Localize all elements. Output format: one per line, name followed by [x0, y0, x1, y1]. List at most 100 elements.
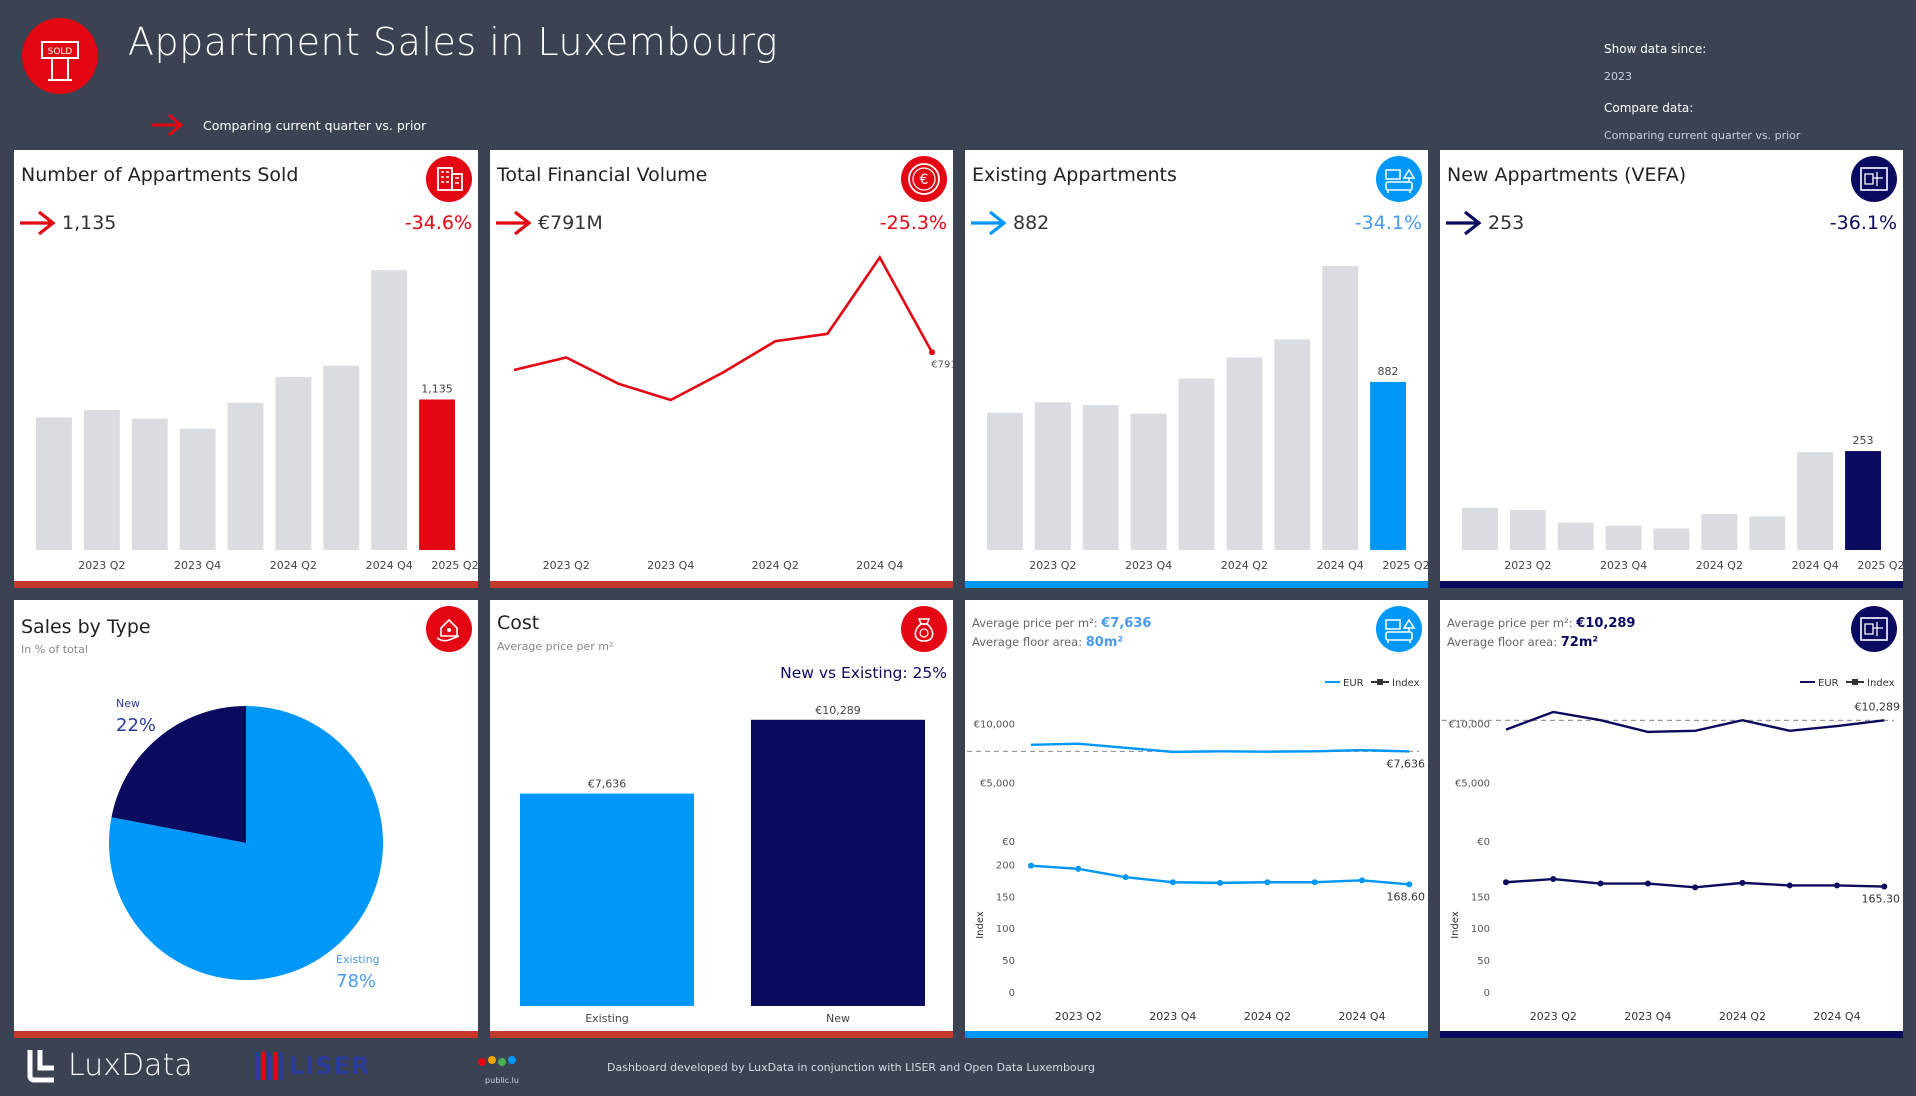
x-tick-label: 2024 Q2 — [1696, 559, 1743, 572]
new-price-line-chart: EUR Index €10,000 €5,000 €0 €10,289 150 100 50 0 I… — [1442, 678, 1900, 1023]
liser-logo[interactable]: LISER — [255, 1052, 370, 1080]
index-point — [1406, 881, 1413, 888]
kpi-card-sold: Number of Appartments Sold 1,135 -34.6% … — [14, 150, 478, 588]
kpi-value: 253 — [1488, 212, 1525, 234]
index-axis-tick: 150 — [996, 892, 1015, 903]
index-axis-tick: 50 — [1002, 956, 1015, 967]
bar-2023-q1 — [986, 412, 1023, 550]
luxdata-logo[interactable]: LuxData — [26, 1046, 193, 1084]
sold-sign-text: SOLD — [48, 47, 73, 57]
kpi-value: €791M — [538, 212, 603, 234]
kpi-value: 882 — [1013, 212, 1050, 234]
new-bar-chart: 253 2023 Q2 2023 Q4 2024 Q2 2024 Q4 2025 Q2 — [1461, 434, 1903, 572]
trend-arrow-icon — [496, 210, 532, 236]
bar-2024-q4 — [371, 270, 408, 550]
eur-axis-tick: €5,000 — [980, 778, 1015, 789]
legend-eur-label: EUR — [1343, 678, 1364, 689]
x-tick-label: 2023 Q4 — [647, 559, 694, 572]
eur-axis-tick: €10,000 — [1449, 720, 1490, 731]
legend-index-marker — [1377, 679, 1383, 685]
bar-value-label: 253 — [1853, 434, 1874, 447]
cost-category-label: New — [826, 1012, 850, 1025]
eur-end-label: €7,636 — [1387, 757, 1426, 770]
since-filter-value[interactable]: 2023 — [1604, 70, 1632, 83]
avg-price-line: Average price per m²: €7,636 — [972, 616, 1151, 631]
luxdata-icon — [27, 1050, 54, 1083]
x-tick-label: 2024 Q2 — [270, 559, 317, 572]
pie-slice-existing — [109, 706, 383, 980]
avg-price-label: Average price per m²: — [972, 616, 1098, 630]
opendata-logo[interactable]: public.lu — [472, 1050, 532, 1085]
trend-arrow-icon — [20, 210, 56, 236]
avg-price-label: Average price per m²: — [1447, 616, 1573, 630]
card-accent-bar — [965, 1031, 1428, 1038]
eur-axis-tick: €5,000 — [1455, 778, 1490, 789]
x-tick-label: 2024 Q4 — [1792, 559, 1839, 572]
house-hand-icon — [426, 606, 472, 652]
index-axis-tick: 0 — [1484, 988, 1490, 999]
bar-2024-q3 — [1274, 339, 1311, 550]
index-point — [1264, 879, 1271, 886]
comparison-legend: Comparing current quarter vs. prior — [203, 118, 427, 133]
index-axis-title: Index — [975, 911, 986, 939]
index-point — [1311, 879, 1318, 886]
volume-end-point — [929, 349, 935, 356]
cost-value-label: €7,636 — [588, 778, 627, 791]
card-accent-bar — [965, 581, 1428, 588]
x-tick-label: 2024 Q2 — [1221, 559, 1268, 572]
cost-value-label: €10,289 — [815, 704, 861, 717]
card-accent-bar — [490, 1031, 953, 1038]
volume-end-label: €791 — [931, 359, 953, 370]
avg-area-line: Average floor area: 72m² — [1447, 635, 1598, 650]
cost-bar-new — [751, 719, 925, 1006]
bar-2024-q1 — [227, 402, 264, 550]
index-point — [1359, 877, 1366, 884]
bar-2024-q4 — [1322, 265, 1359, 550]
x-tick-label: 2024 Q2 — [1719, 1010, 1766, 1023]
bar-2024-q3 — [1749, 516, 1786, 550]
index-axis-tick: 100 — [1471, 924, 1490, 935]
card-accent-bar — [1440, 581, 1903, 588]
avg-area-value: 72m² — [1560, 635, 1599, 650]
x-tick-label: 2023 Q4 — [1125, 559, 1172, 572]
avg-area-line: Average floor area: 80m² — [972, 635, 1123, 650]
new-price-card: Average price per m²: €10,289 Average fl… — [1440, 600, 1903, 1038]
pie-label-existing-name: Existing — [336, 953, 380, 966]
x-tick-label: 2025 Q2 — [1857, 559, 1903, 572]
pie-label-existing-pct: 78% — [336, 971, 376, 992]
bar-2024-q3 — [323, 365, 360, 550]
page-title: Appartment Sales in Luxembourg — [128, 20, 778, 64]
index-axis-title: Index — [1450, 911, 1461, 939]
bar-2023-q3 — [1082, 405, 1119, 550]
sold-bar-chart: 1,135 2023 Q2 2023 Q4 2024 Q2 2024 Q4 2025 Q2 — [35, 270, 478, 572]
index-axis-tick: 50 — [1477, 956, 1490, 967]
bar-2023-q2 — [1034, 402, 1071, 550]
avg-price-value: €7,636 — [1101, 616, 1152, 631]
index-point — [1739, 879, 1746, 886]
legend-index-label: Index — [1867, 678, 1895, 689]
compare-filter-value[interactable]: Comparing current quarter vs. prior — [1604, 129, 1801, 142]
kpi-change-pct: -34.1% — [1354, 212, 1422, 234]
eur-axis-tick: €0 — [1477, 837, 1490, 848]
cost-bar-chart: €7,636 Existing €10,289 New — [520, 704, 925, 1025]
euro-icon: € — [901, 156, 947, 202]
cost-bar-existing — [520, 793, 694, 1006]
bar-2023-q4 — [179, 428, 216, 550]
card-accent-bar — [1440, 1031, 1903, 1038]
x-tick-label: 2024 Q4 — [366, 559, 413, 572]
index-point — [1692, 884, 1699, 891]
sold-sign-icon: SOLD — [41, 41, 79, 81]
x-tick-label: 2023 Q2 — [1055, 1010, 1102, 1023]
since-filter-label: Show data since: — [1604, 42, 1707, 56]
card-title: New Appartments (VEFA) — [1447, 164, 1687, 186]
bar-2023-q3 — [1557, 522, 1594, 550]
opendata-wordmark: public.lu — [485, 1076, 519, 1085]
index-point — [1644, 880, 1651, 887]
bar-2023-q3 — [131, 418, 168, 550]
sofa-icon — [1376, 156, 1422, 202]
blueprint-icon — [1851, 606, 1897, 652]
index-point — [1786, 882, 1793, 889]
liser-wordmark: LISER — [289, 1052, 371, 1080]
legend-index-label: Index — [1392, 678, 1420, 689]
card-title: Sales by Type — [21, 616, 151, 638]
